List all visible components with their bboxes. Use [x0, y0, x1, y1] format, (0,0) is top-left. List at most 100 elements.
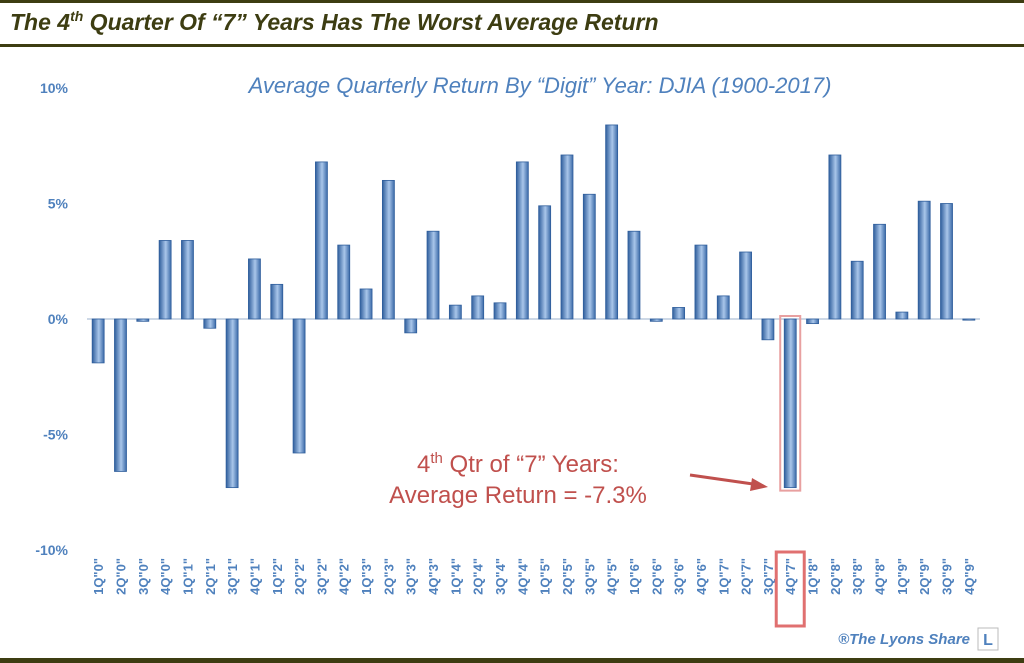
x-tick-label: 4Q"2" — [337, 558, 352, 595]
bar — [627, 230, 641, 320]
x-tick-label: 2Q"1" — [203, 558, 218, 595]
x-tick-label: 1Q"0" — [91, 558, 106, 595]
annotation-part: Qtr of “7” Years: — [443, 451, 619, 478]
bar — [828, 154, 842, 320]
annotation-part: 4 — [417, 451, 430, 478]
bar — [359, 288, 373, 320]
y-tick-label: -10% — [35, 542, 68, 558]
bar — [962, 318, 976, 321]
x-tick-label: 2Q"4" — [471, 558, 486, 595]
y-tick-label: 10% — [40, 80, 69, 96]
bar — [91, 318, 105, 364]
x-tick-label: 4Q"3" — [426, 558, 441, 595]
x-tick-label: 2Q"3" — [381, 558, 396, 595]
bar — [515, 161, 529, 320]
x-tick-label: 3Q"0" — [136, 558, 151, 595]
x-tick-label: 3Q"6" — [672, 558, 687, 595]
bar — [448, 304, 462, 320]
x-tick-label: 1Q"9" — [895, 558, 910, 595]
logo: L — [983, 632, 993, 649]
x-tick-label: 4Q"5" — [605, 558, 620, 595]
title-sup: th — [70, 8, 83, 24]
x-tick-label: 1Q"6" — [627, 558, 642, 595]
annotation-sup: th — [430, 450, 443, 467]
bar — [337, 244, 351, 320]
highlight-box — [779, 315, 802, 492]
credit: ®The Lyons Share — [838, 631, 970, 648]
x-tick-label: 4Q"0" — [158, 558, 173, 595]
arrow — [689, 473, 761, 487]
x-tick-label: 2Q"8" — [828, 558, 843, 595]
bar — [270, 283, 284, 320]
x-tick-label: 3Q"9" — [940, 558, 955, 595]
chart-title: The 4th Quarter Of “7” Years Has The Wor… — [10, 8, 659, 35]
bar — [940, 203, 953, 320]
x-tick-label: 4Q"7" — [783, 558, 798, 595]
x-tick-label: 1Q"1" — [180, 558, 195, 595]
bar — [694, 244, 708, 320]
x-tick-label: 1Q"4" — [448, 558, 463, 595]
annotation: Average Return = -7.3% — [389, 482, 647, 509]
x-tick-label: 1Q"2" — [270, 558, 285, 595]
x-tick-label: 4Q"4" — [515, 558, 530, 595]
bar — [381, 179, 395, 320]
bar — [471, 295, 485, 320]
x-tick-label: 4Q"6" — [694, 558, 709, 595]
y-tick-label: 5% — [48, 196, 69, 212]
x-tick-label: 3Q"3" — [404, 558, 419, 595]
title-part: Quarter Of “7” Years Has The Worst Avera… — [83, 9, 658, 35]
x-tick-label: 1Q"3" — [359, 558, 374, 595]
title-rule — [0, 44, 1024, 47]
bar — [605, 124, 619, 320]
bar — [136, 318, 150, 322]
bar — [404, 318, 418, 334]
y-tick-label: -5% — [43, 427, 68, 443]
bar — [672, 307, 686, 320]
bar — [114, 318, 127, 472]
bar — [761, 318, 775, 341]
bar — [739, 251, 752, 320]
x-tick-label: 4Q"1" — [247, 558, 262, 595]
x-tick-label: 2Q"7" — [739, 558, 754, 595]
bar — [895, 311, 909, 320]
x-tick-label: 3Q"7" — [761, 558, 776, 595]
bar — [560, 154, 574, 320]
bar — [716, 295, 730, 320]
arrow-head — [750, 478, 768, 491]
x-tick-label: 1Q"8" — [806, 558, 821, 595]
bar — [292, 318, 306, 454]
bar — [850, 260, 864, 320]
x-tick-label: 2Q"6" — [649, 558, 664, 595]
x-tick-label: 2Q"9" — [917, 558, 932, 595]
x-tick-label: 1Q"7" — [716, 558, 731, 595]
x-tick-label: 3Q"2" — [314, 558, 329, 595]
bar — [203, 318, 217, 329]
bottom-rule — [0, 658, 1024, 663]
x-tick-label: 2Q"2" — [292, 558, 307, 595]
x-tick-label: 4Q"9" — [962, 558, 977, 595]
bar — [806, 318, 819, 325]
x-tick-label: 2Q"0" — [113, 558, 128, 595]
bar — [538, 205, 552, 320]
bar — [181, 240, 194, 320]
x-tick-label: 1Q"5" — [538, 558, 553, 595]
x-tick-label: 3Q"1" — [225, 558, 240, 595]
bar — [426, 230, 440, 320]
x-tick-label: 2Q"5" — [560, 558, 575, 595]
annotation: 4th Qtr of “7” Years: — [417, 450, 619, 478]
bar — [649, 318, 663, 322]
bar — [158, 240, 172, 320]
bar — [873, 223, 886, 320]
x-tick-label: 3Q"5" — [582, 558, 597, 595]
bar — [493, 302, 507, 320]
top-rule — [0, 0, 1024, 3]
x-tick-label: 3Q"4" — [493, 558, 508, 595]
y-tick-label: 0% — [48, 311, 69, 327]
bar — [248, 258, 261, 320]
bar — [315, 161, 328, 320]
highlight-label-box — [774, 550, 806, 628]
subtitle: Average Quarterly Return By “Digit” Year… — [247, 73, 832, 98]
bar — [225, 318, 239, 489]
bar — [783, 318, 797, 489]
